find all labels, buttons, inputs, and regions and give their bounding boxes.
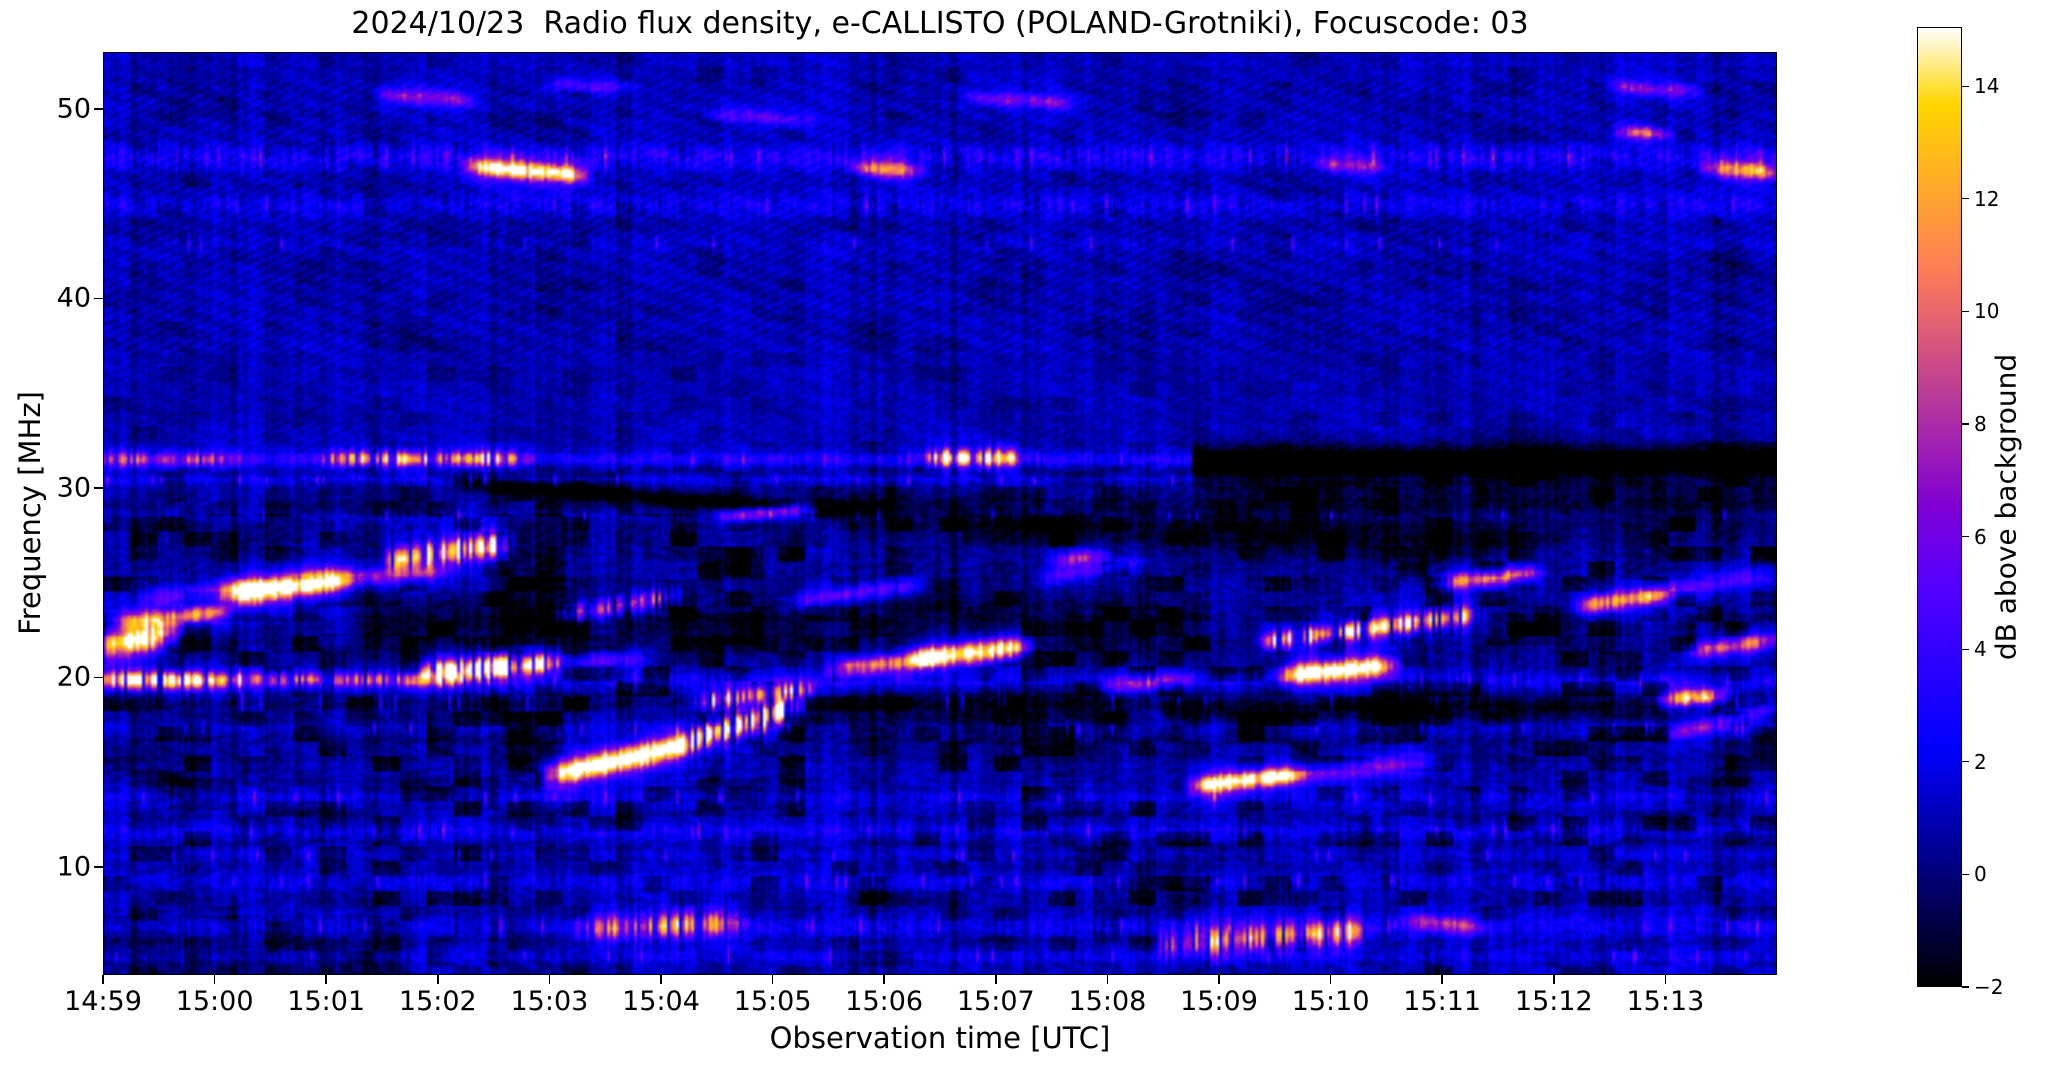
- chart-title: 2024/10/23 Radio flux density, e-CALLIST…: [351, 6, 1529, 41]
- y-axis-label: Frequency [MHz]: [13, 391, 47, 635]
- colorbar-tick-label: 0: [1974, 862, 1987, 887]
- colorbar-tick-mark: [1962, 873, 1969, 875]
- colorbar-tick-mark: [1962, 761, 1969, 763]
- colorbar-label: dB above background: [1989, 353, 2023, 661]
- colorbar-tick-mark: [1962, 986, 1969, 988]
- y-tick-mark: [94, 676, 103, 679]
- x-tick-label: 15:12: [1514, 986, 1593, 1017]
- y-tick-mark: [94, 297, 103, 300]
- x-tick-mark: [1106, 975, 1109, 984]
- x-tick-mark: [548, 975, 551, 984]
- x-tick-mark: [995, 975, 997, 984]
- colorbar-tick-mark: [1962, 85, 1969, 87]
- x-tick-mark: [660, 975, 662, 984]
- y-tick-label: 50: [56, 93, 91, 125]
- x-tick-label: 15:02: [398, 986, 477, 1017]
- x-tick-label: 15:09: [1180, 986, 1258, 1017]
- x-tick-label: 15:08: [1068, 986, 1147, 1017]
- y-tick-label: 20: [56, 661, 91, 693]
- x-tick-label: 15:00: [175, 986, 254, 1017]
- x-tick-label: 15:06: [845, 986, 924, 1017]
- x-tick-mark: [771, 975, 774, 984]
- colorbar-tick-label: 2: [1974, 749, 1987, 774]
- x-tick-label: 15:03: [510, 986, 589, 1017]
- colorbar-tick-mark: [1962, 310, 1969, 312]
- x-tick-label: 14:59: [64, 986, 142, 1017]
- colorbar-tick-mark: [1962, 535, 1969, 538]
- spectrogram-canvas: [103, 52, 1777, 975]
- colorbar-tick-label: 14: [1974, 74, 2000, 99]
- x-tick-label: 15:04: [622, 986, 700, 1017]
- x-tick-label: 15:05: [733, 986, 812, 1017]
- colorbar-tick-label: 6: [1974, 524, 1987, 549]
- colorbar-tick-mark: [1962, 648, 1969, 650]
- y-tick-mark: [94, 108, 103, 110]
- colorbar-tick-label: −2: [1974, 975, 2004, 999]
- y-tick-mark: [94, 487, 103, 489]
- y-tick-mark: [94, 866, 103, 868]
- x-tick-label: 15:07: [956, 986, 1035, 1017]
- colorbar-tick-mark: [1962, 423, 1969, 425]
- colorbar-canvas: [1917, 27, 1962, 987]
- x-tick-mark: [102, 975, 104, 984]
- colorbar-tick-label: 4: [1974, 637, 1987, 662]
- x-tick-mark: [1664, 975, 1667, 984]
- colorbar-tick-label: 12: [1974, 186, 2000, 211]
- x-tick-mark: [1553, 975, 1555, 984]
- y-tick-label: 10: [56, 851, 91, 883]
- x-axis-label: Observation time [UTC]: [769, 1021, 1111, 1055]
- x-tick-label: 15:11: [1403, 986, 1482, 1017]
- colorbar-tick-label: 10: [1974, 299, 2000, 324]
- x-tick-mark: [325, 975, 327, 984]
- x-tick-mark: [1441, 975, 1443, 984]
- y-tick-label: 40: [56, 282, 91, 314]
- x-tick-mark: [1218, 975, 1220, 984]
- x-tick-label: 15:10: [1291, 986, 1370, 1017]
- x-tick-mark: [883, 975, 885, 984]
- x-tick-label: 15:13: [1626, 986, 1705, 1017]
- y-tick-label: 30: [56, 472, 91, 504]
- colorbar-tick-label: 8: [1974, 411, 1987, 436]
- x-tick-mark: [213, 975, 216, 984]
- colorbar-tick-mark: [1962, 198, 1969, 200]
- x-tick-mark: [437, 975, 439, 984]
- x-tick-mark: [1329, 975, 1332, 984]
- x-tick-label: 15:01: [287, 986, 366, 1017]
